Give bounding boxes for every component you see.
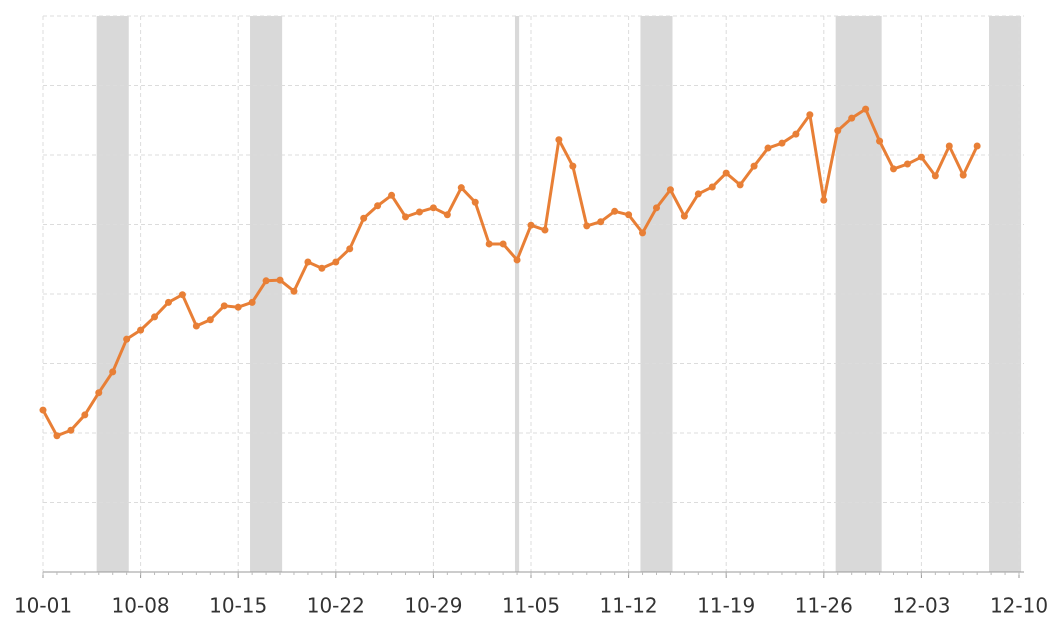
point xyxy=(694,190,702,198)
point xyxy=(597,218,605,226)
point xyxy=(248,298,256,306)
point xyxy=(652,204,660,212)
point xyxy=(67,426,75,434)
point xyxy=(318,264,326,272)
x-tick-label: 10-22 xyxy=(307,594,365,618)
x-tick-label: 10-29 xyxy=(404,594,462,618)
point xyxy=(53,432,61,440)
point xyxy=(374,202,382,210)
point xyxy=(388,191,396,199)
point xyxy=(304,258,312,266)
point xyxy=(429,204,437,212)
point xyxy=(109,368,117,376)
point xyxy=(513,256,521,264)
point xyxy=(206,316,214,324)
point xyxy=(834,127,842,135)
point xyxy=(234,303,242,311)
point xyxy=(81,411,89,419)
point xyxy=(945,142,953,150)
point xyxy=(332,258,340,266)
point xyxy=(680,212,688,220)
point xyxy=(639,229,647,237)
point xyxy=(178,291,186,299)
point xyxy=(39,406,47,414)
point xyxy=(485,240,493,248)
point xyxy=(137,326,145,334)
point xyxy=(192,322,200,330)
point xyxy=(820,196,828,204)
point xyxy=(443,211,451,219)
point xyxy=(583,222,591,230)
point xyxy=(164,298,172,306)
point xyxy=(220,302,228,310)
point xyxy=(708,183,716,191)
point xyxy=(95,389,103,397)
point xyxy=(862,105,870,113)
x-tick-label: 12-03 xyxy=(892,594,950,618)
point xyxy=(666,186,674,194)
point xyxy=(792,130,800,138)
point xyxy=(360,214,368,222)
point xyxy=(541,226,549,234)
point xyxy=(415,208,423,216)
point xyxy=(806,111,814,119)
point xyxy=(262,277,270,285)
point xyxy=(973,142,981,150)
point xyxy=(876,137,884,145)
point xyxy=(276,276,284,284)
x-tick-label: 11-12 xyxy=(600,594,658,618)
point xyxy=(890,165,898,173)
point xyxy=(903,160,911,168)
point xyxy=(931,172,939,180)
x-tick-label: 10-01 xyxy=(14,594,72,618)
point xyxy=(457,184,465,192)
point xyxy=(959,171,967,179)
x-tick-label: 10-08 xyxy=(112,594,170,618)
point xyxy=(750,162,758,170)
point xyxy=(555,136,563,144)
point xyxy=(346,245,354,253)
point xyxy=(569,162,577,170)
point xyxy=(917,153,925,161)
shaded-range xyxy=(514,16,520,572)
point xyxy=(778,139,786,147)
x-tick-label: 10-15 xyxy=(209,594,267,618)
point xyxy=(527,221,535,229)
point xyxy=(151,313,159,321)
point xyxy=(848,114,856,122)
point xyxy=(402,213,410,221)
point xyxy=(722,169,730,177)
x-tick-label: 11-19 xyxy=(697,594,755,618)
point xyxy=(736,181,744,189)
point xyxy=(625,211,633,219)
point xyxy=(611,207,619,215)
point xyxy=(764,144,772,152)
point xyxy=(290,287,298,295)
x-tick-label: 12-10 xyxy=(990,594,1048,618)
x-tick-label: 11-05 xyxy=(502,594,560,618)
point xyxy=(123,335,131,343)
point xyxy=(499,240,507,248)
x-tick-label: 11-26 xyxy=(795,594,853,618)
point xyxy=(471,198,479,206)
